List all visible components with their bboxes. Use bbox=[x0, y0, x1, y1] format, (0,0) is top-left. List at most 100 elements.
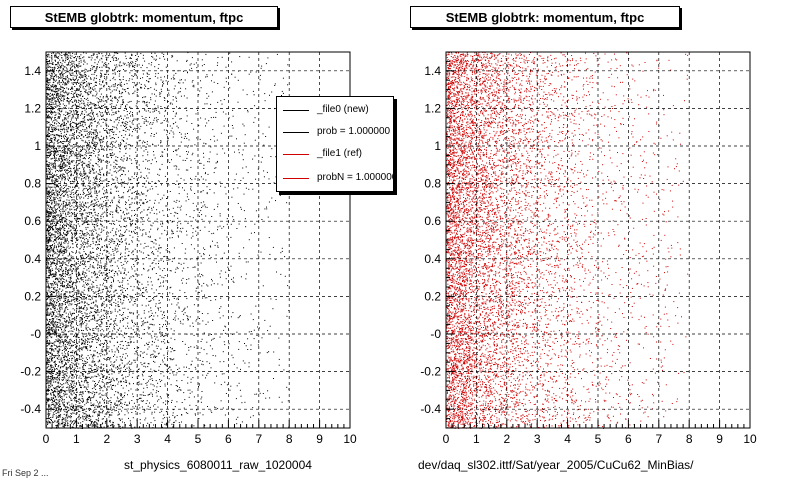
scatter-point bbox=[141, 193, 143, 195]
scatter-point bbox=[76, 344, 78, 346]
scatter-point bbox=[58, 393, 60, 395]
scatter-point bbox=[200, 176, 202, 178]
scatter-point bbox=[67, 352, 69, 354]
scatter-point bbox=[197, 264, 199, 266]
scatter-point bbox=[97, 314, 99, 316]
scatter-point bbox=[57, 326, 59, 328]
scatter-point bbox=[92, 391, 94, 393]
scatter-point bbox=[99, 83, 100, 85]
scatter-point bbox=[64, 249, 66, 250]
scatter-point bbox=[85, 98, 87, 100]
scatter-point bbox=[66, 189, 68, 191]
scatter-point bbox=[71, 313, 73, 314]
scatter-point bbox=[111, 298, 113, 300]
scatter-point bbox=[119, 286, 121, 288]
scatter-point bbox=[97, 293, 99, 295]
scatter-point bbox=[260, 161, 262, 163]
scatter-point bbox=[61, 165, 63, 166]
scatter-point bbox=[64, 220, 66, 221]
scatter-point bbox=[47, 138, 49, 140]
scatter-point bbox=[159, 275, 161, 277]
scatter-point bbox=[261, 337, 263, 339]
scatter-point bbox=[48, 93, 50, 95]
scatter-point bbox=[50, 308, 52, 310]
scatter-point bbox=[90, 112, 92, 114]
scatter-point bbox=[150, 127, 152, 129]
scatter-point bbox=[86, 399, 88, 400]
scatter-point bbox=[103, 148, 104, 150]
scatter-point bbox=[248, 331, 250, 333]
scatter-point bbox=[119, 73, 121, 75]
scatter-point bbox=[93, 151, 95, 152]
scatter-point bbox=[52, 331, 54, 332]
scatter-point bbox=[51, 53, 53, 55]
scatter-point bbox=[145, 167, 146, 169]
scatter-point bbox=[64, 145, 66, 147]
scatter-point bbox=[80, 240, 82, 242]
scatter-point bbox=[92, 251, 94, 253]
scatter-point bbox=[95, 201, 97, 203]
scatter-point bbox=[160, 363, 162, 365]
scatter-point bbox=[120, 254, 121, 256]
scatter-point bbox=[174, 271, 176, 273]
scatter-point bbox=[47, 360, 49, 362]
scatter-point bbox=[143, 177, 145, 179]
scatter-point bbox=[79, 252, 81, 254]
scatter-point bbox=[177, 268, 179, 270]
scatter-point bbox=[64, 293, 66, 294]
scatter-point bbox=[83, 235, 85, 237]
scatter-point bbox=[141, 211, 143, 213]
scatter-point bbox=[91, 204, 93, 206]
scatter-point bbox=[157, 400, 158, 402]
scatter-point bbox=[73, 92, 75, 94]
scatter-point bbox=[81, 99, 83, 101]
scatter-point bbox=[62, 254, 64, 256]
scatter-point bbox=[164, 275, 166, 276]
scatter-point bbox=[50, 393, 52, 395]
scatter-point bbox=[64, 138, 65, 140]
scatter-point bbox=[154, 75, 156, 77]
scatter-point bbox=[67, 168, 69, 169]
scatter-point bbox=[93, 369, 95, 371]
scatter-point bbox=[133, 297, 135, 299]
scatter-point bbox=[163, 53, 165, 55]
scatter-point bbox=[133, 86, 134, 88]
scatter-point bbox=[58, 176, 60, 178]
scatter-point bbox=[131, 61, 133, 63]
scatter-point bbox=[62, 82, 64, 84]
scatter-point bbox=[63, 273, 65, 275]
scatter-point bbox=[179, 207, 181, 209]
scatter-point bbox=[128, 170, 129, 172]
scatter-point bbox=[59, 236, 61, 238]
scatter-point bbox=[83, 381, 85, 383]
scatter-point bbox=[59, 349, 61, 351]
scatter-point bbox=[279, 194, 281, 196]
scatter-point bbox=[77, 101, 79, 103]
scatter-point bbox=[186, 196, 188, 198]
scatter-point bbox=[50, 294, 52, 296]
scatter-point bbox=[268, 178, 270, 180]
scatter-point bbox=[152, 56, 154, 58]
scatter-point bbox=[186, 59, 188, 61]
scatter-point bbox=[84, 174, 86, 176]
scatter-point bbox=[51, 147, 53, 149]
scatter-point bbox=[103, 85, 104, 87]
scatter-point bbox=[191, 391, 193, 393]
scatter-point bbox=[162, 155, 164, 157]
scatter-point bbox=[286, 202, 288, 204]
scatter-point bbox=[74, 145, 76, 147]
scatter-point bbox=[121, 174, 123, 175]
scatter-point bbox=[157, 72, 159, 74]
scatter-point bbox=[195, 62, 197, 64]
scatter-point bbox=[48, 186, 50, 188]
scatter-point bbox=[67, 423, 69, 425]
scatter-point bbox=[142, 201, 144, 203]
scatter-point bbox=[77, 67, 79, 69]
scatter-point bbox=[46, 367, 48, 369]
scatter-point bbox=[128, 64, 130, 66]
scatter-point bbox=[120, 179, 122, 181]
scatter-point bbox=[157, 307, 159, 309]
scatter-point bbox=[46, 303, 48, 305]
scatter-point bbox=[53, 68, 55, 70]
scatter-point bbox=[66, 337, 68, 339]
